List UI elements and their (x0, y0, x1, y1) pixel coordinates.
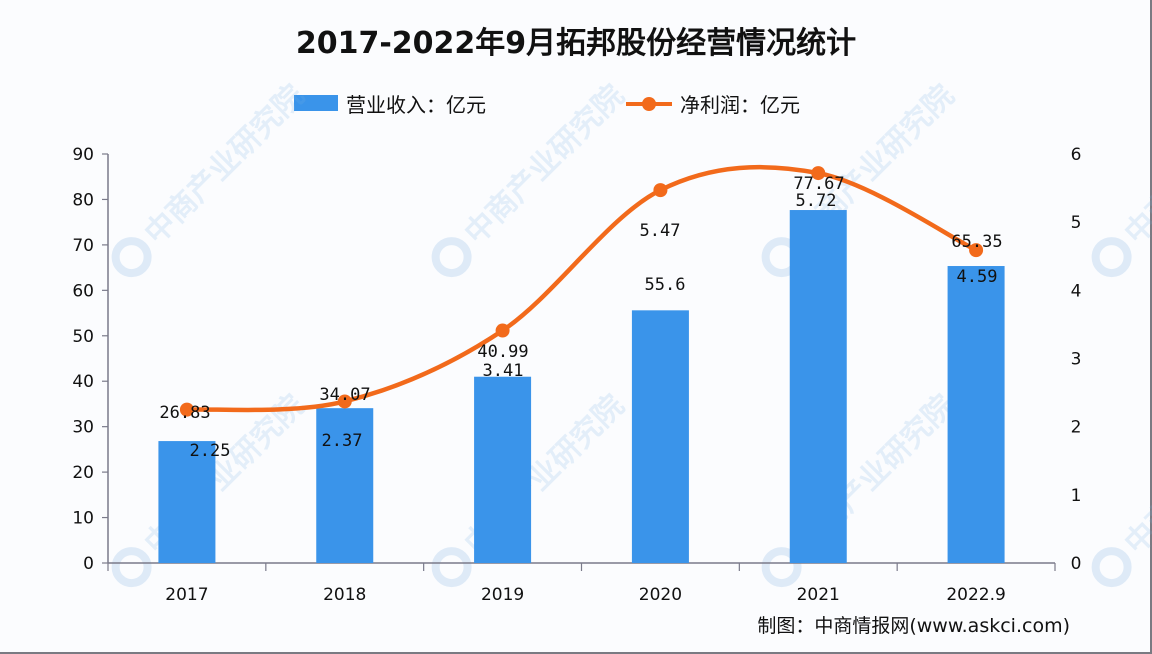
right-axis-tick-label: 1 (1071, 486, 1082, 506)
revenue-value-label: 77.67 (793, 174, 844, 194)
net-profit-marker (495, 323, 510, 338)
right-axis-tick-label: 3 (1071, 350, 1082, 370)
svg-text:中商产业研究院: 中商产业研究院 (458, 78, 631, 251)
net-profit-marker (969, 243, 984, 258)
watermark-text: 中商产业研究院 (1091, 78, 1152, 278)
legend-label-net-profit: 净利润：亿元 (680, 92, 800, 117)
data-labels: 26.83 34.07 40.99 55.6 77.67 65.35 2.25 2.37 3.4… (159, 174, 1002, 461)
left-axis-tick-label: 90 (72, 145, 94, 165)
revenue-bar (474, 376, 532, 563)
left-axis-tick-label: 80 (72, 190, 94, 210)
revenue-bar (158, 441, 216, 563)
watermark-text: 中商产业研究院 (431, 78, 631, 278)
revenue-bars (158, 210, 1005, 563)
line-marker-swatch-icon (626, 95, 672, 111)
net-profit-curve (184, 164, 979, 413)
net-profit-value-label: 5.72 (796, 191, 837, 211)
revenue-value-label: 34.07 (319, 385, 370, 405)
revenue-value-label: 26.83 (159, 403, 210, 423)
right-axis-tick-label: 4 (1071, 281, 1082, 301)
x-axis-category-label: 2020 (639, 585, 682, 605)
svg-text:中商产业研究院: 中商产业研究院 (1118, 78, 1152, 251)
left-axis-tick-label: 10 (72, 509, 94, 529)
net-profit-value-label: 2.37 (322, 431, 363, 451)
revenue-value-label: 55.6 (645, 275, 686, 295)
right-axis-tick-label: 0 (1071, 554, 1082, 574)
legend-label-revenue: 营业收入：亿元 (346, 92, 486, 117)
net-profit-line (179, 164, 984, 417)
net-profit-value-label: 4.59 (957, 267, 998, 287)
watermark-text: 中商产业研究院 (761, 388, 961, 588)
net-profit-marker (337, 394, 352, 409)
source-credit: 制图：中商情报网(www.askci.com) (757, 615, 1070, 637)
watermark-text: 中商产业研究院 (1091, 388, 1152, 588)
net-profit-value-label: 2.25 (190, 441, 231, 461)
legend-item-revenue: 营业收入：亿元 (294, 88, 486, 118)
right-axis-tick-label: 6 (1071, 145, 1082, 165)
revenue-value-label: 65.35 (951, 232, 1002, 252)
x-axis-category-label: 2019 (481, 585, 524, 605)
left-axis-tick-label: 70 (72, 236, 94, 256)
left-axis-tick-label: 20 (72, 463, 94, 483)
left-axis-tick-label: 40 (72, 372, 94, 392)
watermark-text: 中商产业研究院 (761, 78, 961, 278)
revenue-bar (789, 210, 847, 563)
axes: 0 10 20 30 40 50 60 70 80 90 0 1 2 3 4 5 6 2017 2018 2019 20… (72, 145, 1081, 605)
x-axis-category-label: 2017 (165, 585, 208, 605)
svg-text:中商产业研究院: 中商产业研究院 (1118, 388, 1152, 561)
revenue-bar (947, 266, 1005, 563)
revenue-bar (631, 310, 689, 563)
net-profit-value-label: 3.41 (483, 361, 524, 381)
x-axis-category-label: 2022.9 (946, 585, 1005, 605)
net-profit-marker (653, 183, 668, 198)
svg-text:中商产业研究院: 中商产业研究院 (138, 78, 311, 251)
net-profit-value-label: 5.47 (640, 221, 681, 241)
revenue-value-label: 40.99 (477, 342, 528, 362)
revenue-bar (316, 408, 374, 563)
left-axis-tick-label: 50 (72, 327, 94, 347)
left-axis-tick-label: 60 (72, 281, 94, 301)
bar-swatch-icon (294, 95, 338, 111)
x-axis-category-label: 2018 (323, 585, 366, 605)
left-axis-tick-label: 30 (72, 418, 94, 438)
net-profit-marker (811, 166, 826, 181)
net-profit-marker (179, 402, 194, 417)
left-axis-tick-label: 0 (83, 554, 94, 574)
right-axis-tick-label: 5 (1071, 213, 1082, 233)
watermark-text: 中商产业研究院 (111, 78, 311, 278)
chart-title: 2017-2022年9月拓邦股份经营情况统计 (295, 26, 857, 61)
x-axis-category-label: 2021 (797, 585, 840, 605)
right-axis-tick-label: 2 (1071, 418, 1082, 438)
legend-item-net-profit: 净利润：亿元 (626, 88, 800, 118)
